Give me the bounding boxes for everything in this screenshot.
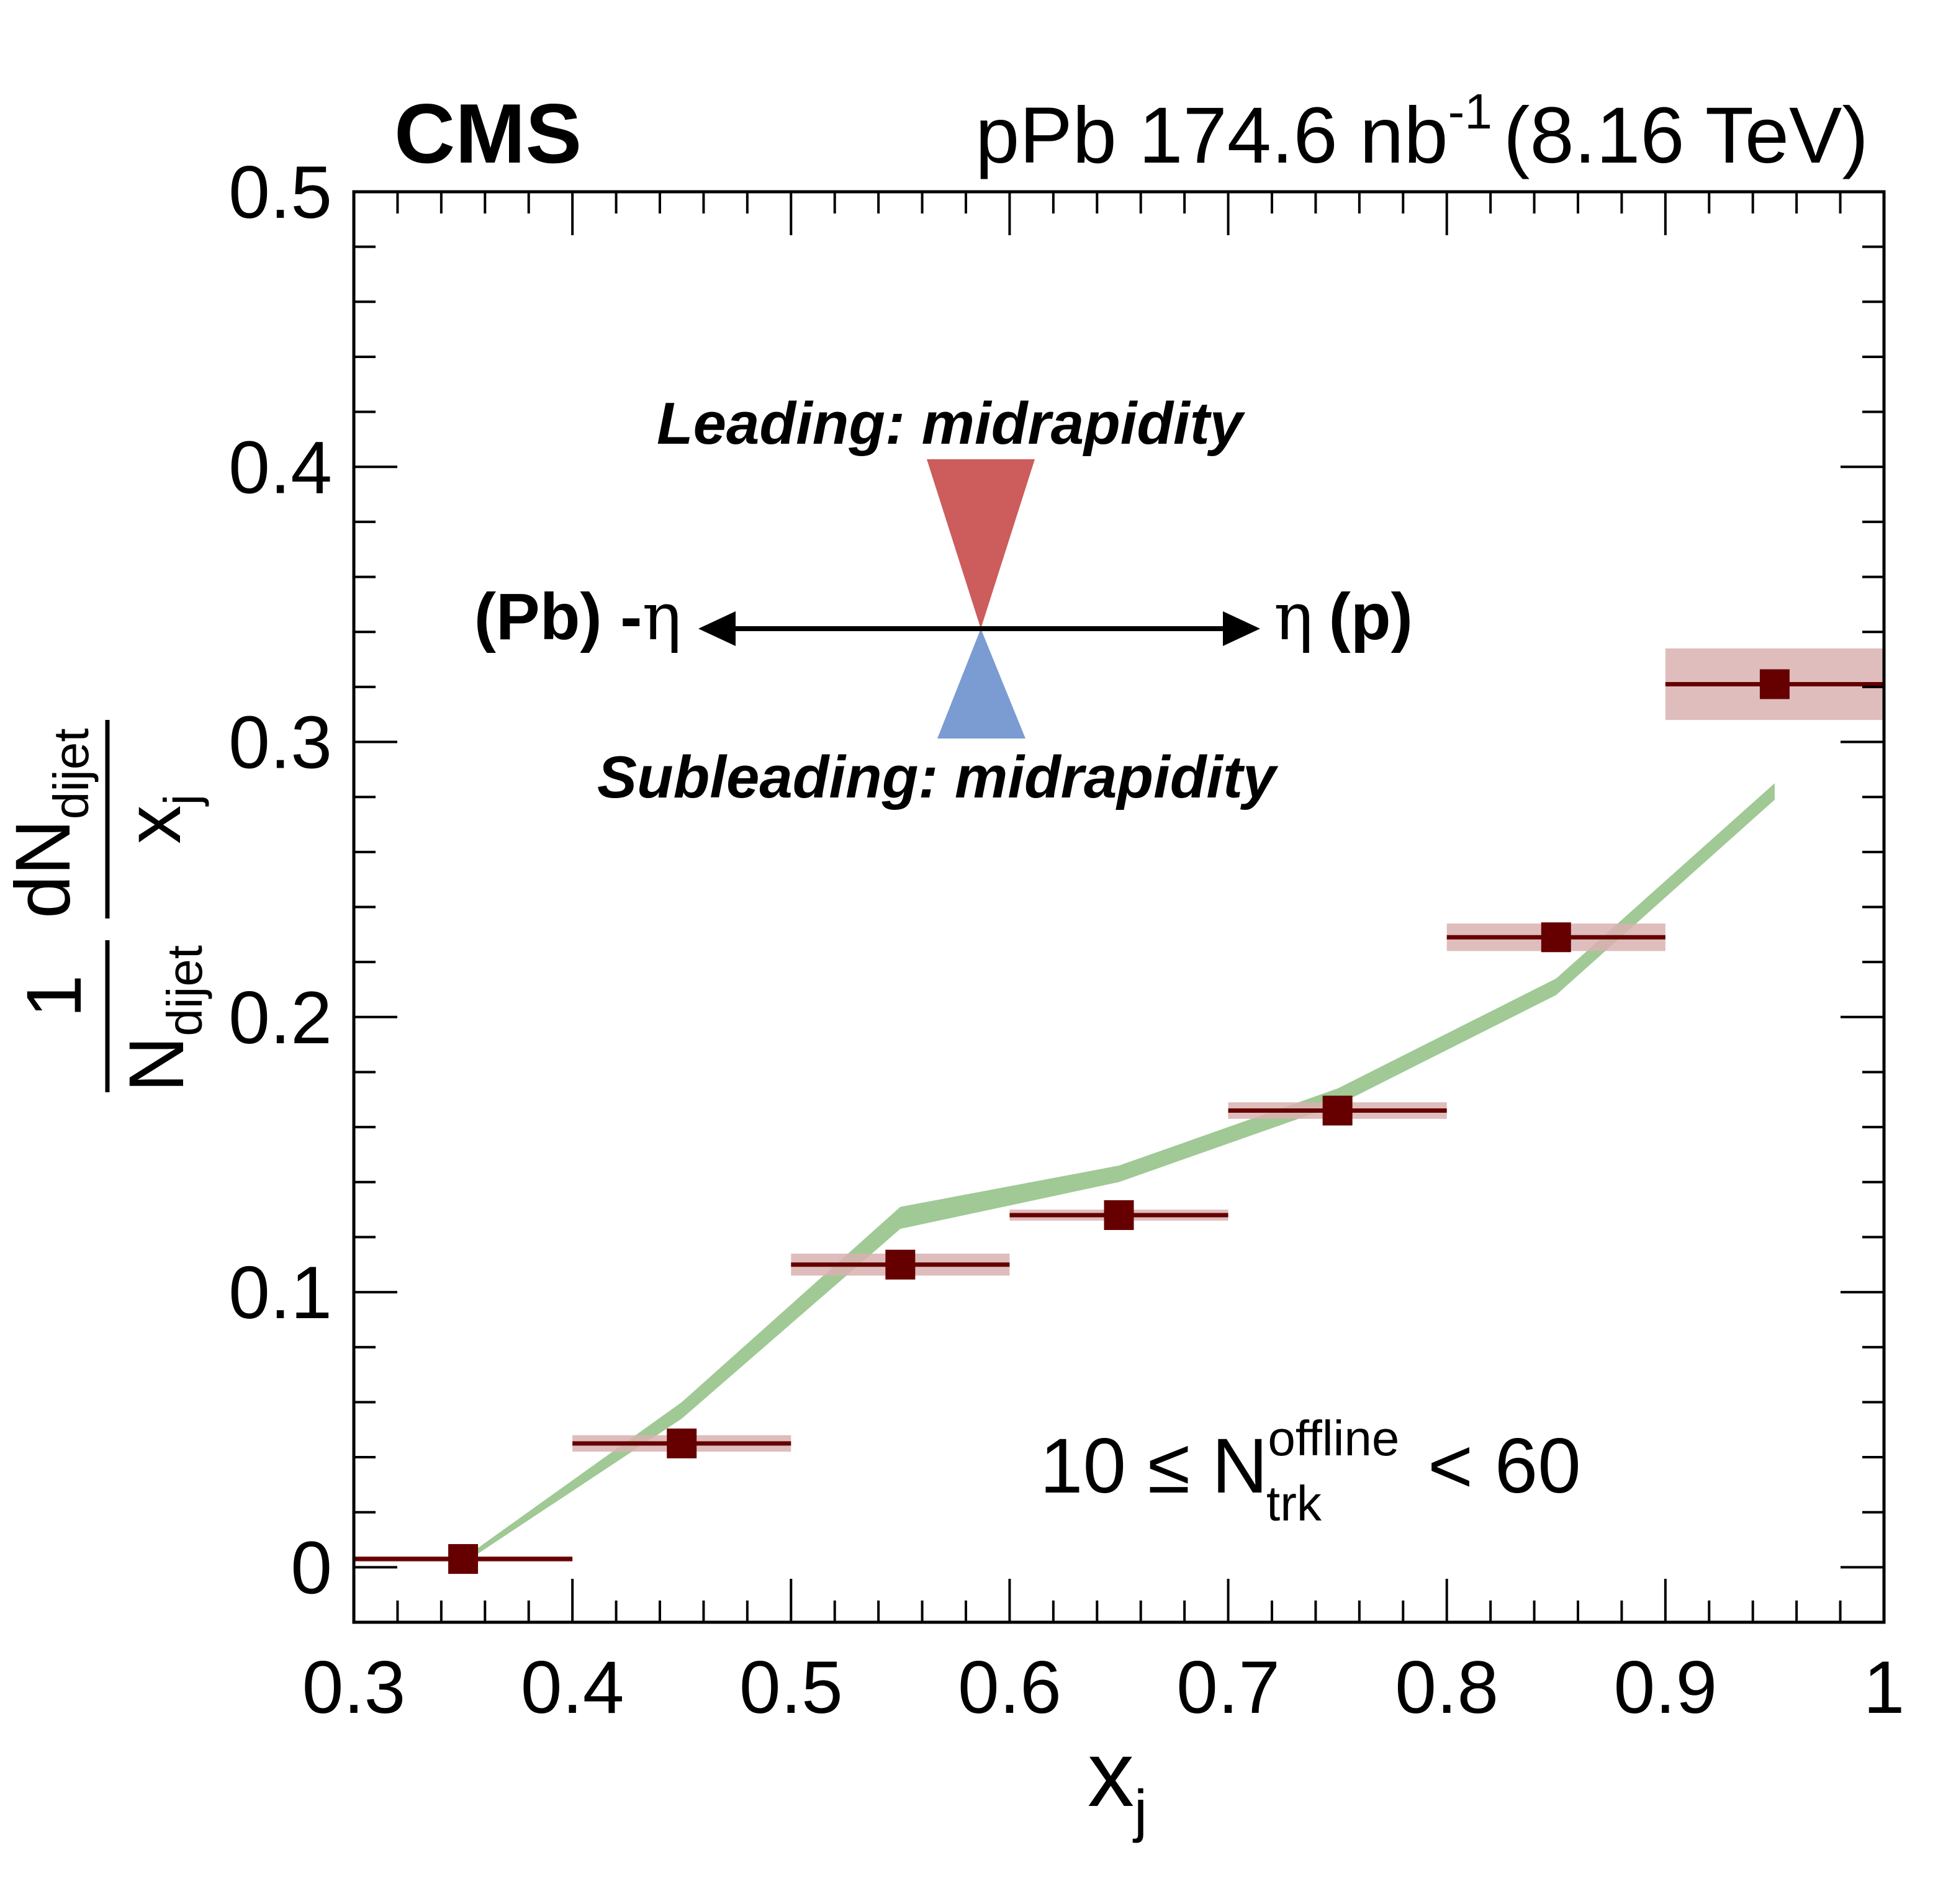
y-tick-label: 0.5 [228, 151, 332, 234]
left-arrowhead-icon [698, 611, 736, 646]
data-point [1322, 1095, 1353, 1126]
y-tick-labels: 0 0.1 0.2 0.3 0.4 0.5 [228, 151, 332, 1609]
y-title-den-sub: j [154, 794, 209, 807]
x-tick-label: 0.6 [958, 1646, 1061, 1729]
multiplicity-sup: offline [1268, 1411, 1399, 1466]
y-title-prefactor-num: 1 [11, 974, 97, 1018]
y-tick-label: 0 [291, 1526, 332, 1609]
data-point [1104, 1200, 1134, 1230]
leading-cone [927, 459, 1035, 629]
x-tick-label: 0.3 [302, 1646, 406, 1729]
data-point [1541, 922, 1571, 953]
data-point [885, 1249, 916, 1280]
data-point [1759, 669, 1790, 699]
dataset-sup: -1 [1448, 84, 1492, 139]
y-title-num-main: dN [0, 819, 86, 918]
multiplicity-suffix: < 60 [1428, 1423, 1581, 1509]
multiplicity-selection-label: 10 ≤ Noffline trk < 60 [1040, 1411, 1581, 1531]
axis-ticks [353, 191, 1885, 1623]
y-title-num: dNdijet [0, 728, 99, 918]
dataset-text: pPb 174.6 nb [975, 91, 1448, 180]
pb-direction-eta: η [642, 578, 682, 655]
multiplicity-prefix: 10 ≤ N [1040, 1423, 1268, 1509]
x-axis-title: xj [1088, 1722, 1147, 1844]
right-arrowhead-icon [1223, 611, 1260, 646]
x-axis-title-main: x [1088, 1722, 1134, 1826]
mc-band-layer [474, 783, 1775, 1556]
p-direction-eta: η [1274, 578, 1314, 655]
x-tick-label: 1 [1864, 1646, 1905, 1729]
x-tick-label: 0.4 [521, 1646, 624, 1729]
x-axis-title-sub: j [1132, 1778, 1147, 1844]
p-direction-text: (p) [1329, 580, 1413, 653]
x-tick-labels: 0.3 0.4 0.5 0.6 0.7 0.8 0.9 1 [302, 1646, 1905, 1729]
y-title-den: xj [110, 794, 209, 844]
subleading-cone [937, 629, 1025, 739]
multiplicity-sub: trk [1266, 1476, 1322, 1531]
p-direction-label: η (p) [1274, 578, 1413, 655]
x-tick-label: 0.5 [739, 1646, 843, 1729]
dataset-label: pPb 174.6 nb-1 (8.16 TeV) [975, 84, 1868, 180]
y-tick-label: 0.2 [228, 976, 332, 1059]
y-title-den-main: x [110, 806, 197, 845]
data-point-layer [354, 669, 1884, 1574]
pb-direction-label: (Pb) -η [474, 578, 682, 655]
y-tick-label: 0.1 [228, 1251, 332, 1334]
x-tick-label: 0.9 [1613, 1646, 1717, 1729]
y-title-prefactor-den: Ndijet [114, 945, 212, 1092]
energy-text: (8.16 TeV) [1503, 91, 1868, 180]
y-title-prefactor-den-main: N [114, 1036, 200, 1092]
data-point [667, 1428, 697, 1458]
pb-direction-text: (Pb) - [474, 580, 642, 653]
y-title-prefactor-den-sub: dijet [157, 945, 212, 1036]
x-tick-label: 0.8 [1395, 1646, 1499, 1729]
y-title-num-sub: dijet [43, 728, 99, 819]
x-tick-label: 0.7 [1176, 1646, 1280, 1729]
subleading-label: Subleading: midrapidity [597, 744, 1279, 811]
y-tick-label: 0.3 [228, 701, 332, 784]
kinematics-diagram: Leading: midrapidity (Pb) -η η (p) Sublea… [474, 390, 1413, 811]
y-tick-label: 0.4 [228, 426, 332, 509]
leading-label: Leading: midrapidity [657, 390, 1246, 457]
data-point [448, 1544, 479, 1574]
mc-band [474, 783, 1775, 1556]
experiment-label: CMS [394, 86, 582, 181]
y-axis-title: 1 Ndijet dNdijet xj [0, 720, 212, 1092]
